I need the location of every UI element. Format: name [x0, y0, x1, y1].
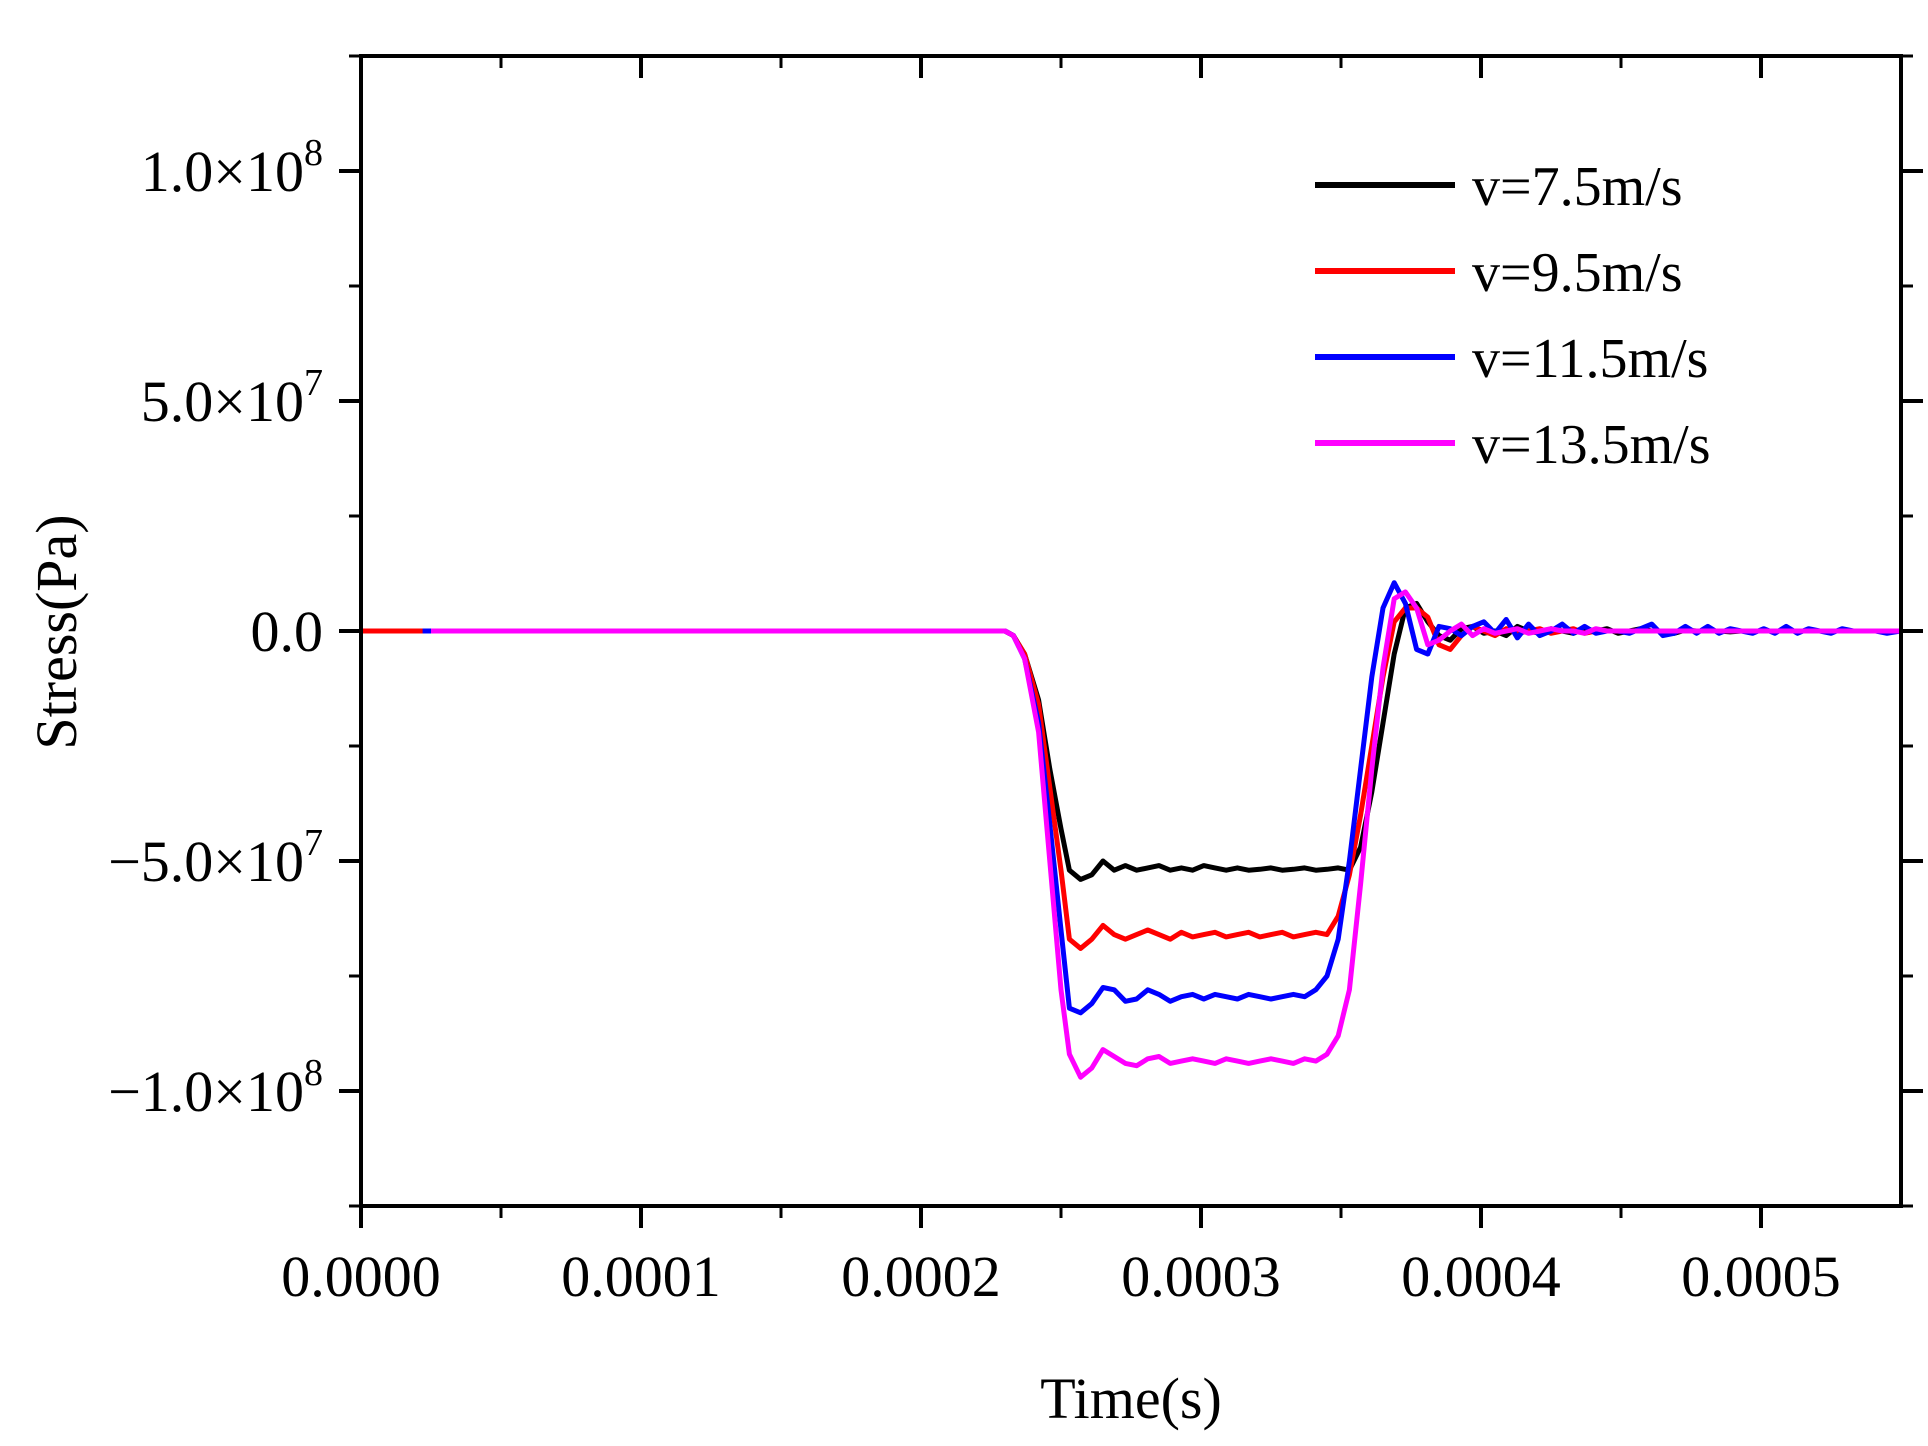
x-tick-label: 0.0001 [561, 1244, 721, 1309]
y-tick-label: 5.0×107 [141, 362, 323, 434]
series-line-4 [431, 589, 1901, 1080]
legend: v=7.5m/s v=9.5m/s v=11.5m/s v=13.5m/s [1315, 156, 1711, 476]
tick-layer [339, 54, 1923, 1228]
y-axis-title: Stress(Pa) [24, 514, 89, 749]
legend-label-1: v=7.5m/s [1472, 156, 1683, 218]
x-tick-label: 0.0004 [1401, 1244, 1561, 1309]
y-tick-label: −1.0×108 [108, 1052, 323, 1124]
legend-label-4: v=13.5m/s [1472, 414, 1711, 476]
series-layer [361, 580, 1901, 1080]
x-tick-label: 0.0003 [1121, 1244, 1281, 1309]
x-tick-labels: 0.0000 0.0001 0.0002 0.0003 0.0004 0.0005 [281, 1244, 1841, 1309]
y-tick-label: −5.0×107 [108, 822, 323, 894]
y-tick-label: 1.0×108 [141, 132, 323, 204]
x-axis-title: Time(s) [1040, 1366, 1222, 1431]
legend-label-2: v=9.5m/s [1472, 242, 1683, 304]
series-line-2 [361, 605, 1901, 951]
x-tick-label: 0.0005 [1681, 1244, 1841, 1309]
series-line-3 [422, 580, 1901, 1016]
series-line-1 [417, 600, 1901, 882]
y-tick-labels: 1.0×108 5.0×107 0.0 −5.0×107 −1.0×108 [108, 132, 323, 1124]
y-tick-label: 0.0 [251, 599, 324, 664]
x-tick-label: 0.0002 [841, 1244, 1001, 1309]
legend-label-3: v=11.5m/s [1472, 328, 1708, 390]
x-tick-label: 0.0000 [281, 1244, 441, 1309]
